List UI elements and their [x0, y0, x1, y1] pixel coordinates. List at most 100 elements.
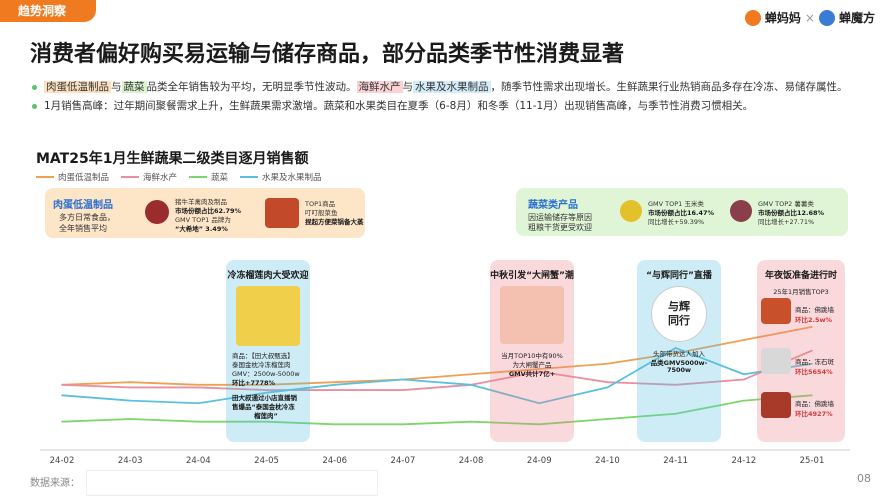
point-veg-11	[811, 394, 813, 397]
bullet-1-text-3: 与	[402, 81, 414, 93]
legend-meat-label: 肉蛋低温制品	[58, 173, 110, 183]
point-meat-8	[606, 362, 609, 365]
sweet-potato-icon	[730, 200, 752, 222]
durian-line-6: 售爆品“泰国金枕冷冻	[232, 403, 295, 411]
veg-p1-line-1: GMV TOP1 玉米类	[648, 200, 704, 208]
point-seafood-1	[129, 386, 131, 389]
point-veg-5	[402, 423, 404, 426]
highlight-fruit: 水果及水果制品	[413, 81, 491, 93]
point-fruit-1	[129, 399, 131, 402]
highlight-meat: 肉蛋低温制品	[44, 81, 111, 93]
crab-line-2: 为大闸蟹产品	[512, 361, 552, 369]
data-source-redacted	[86, 470, 378, 496]
veg-p1-line-2: 市场份额占比16.47%	[648, 209, 715, 217]
point-fruit-3	[265, 391, 268, 394]
yuhui-logo: 与辉同行	[651, 286, 707, 342]
newyear-item-2-a: 商品：冻石斑	[795, 358, 834, 366]
crab-line-1: 当月TOP10中有90%	[501, 352, 563, 360]
point-veg-1	[129, 418, 131, 420]
data-source-label: 数据来源：	[30, 478, 80, 489]
newyear-item-2-image	[761, 348, 791, 374]
point-fruit-2	[197, 402, 200, 405]
point-seafood-4	[333, 389, 336, 391]
logo-separator: ×	[804, 10, 815, 25]
point-fruit-7	[538, 402, 541, 405]
legend-veg-label: 蔬菜	[211, 173, 229, 183]
bullet-1-text-2: 品类全年销售较为平均，无明显季节性波动。	[146, 81, 357, 93]
bullet-1-text-4: ，随季节性需求出现增长。生鲜蔬果行业热销商品多存在冷冻、易储存属性。	[490, 81, 848, 93]
point-veg-8	[606, 418, 609, 420]
page-number: 08	[857, 472, 871, 485]
chart-title: MAT25年1月生鲜蔬果二级类目逐月销售额	[36, 151, 309, 167]
veg-p2-line-2: 市场份额占比12.68%	[758, 209, 825, 217]
corn-icon	[620, 200, 642, 222]
durian-column-head: 冷冻榴莲肉大受欢迎	[227, 271, 309, 281]
chart-legend: 肉蛋低温制品 海鲜水产 蔬菜 水果及水果制品	[36, 171, 322, 183]
veg-p1-line-3: 同比增长+59.39%	[648, 218, 705, 226]
yuhui-highlight-column: “与辉同行”直播 与辉同行 头部带货达人加入 品类GMV5000w- 7500w	[637, 260, 721, 442]
point-fruit-11	[811, 362, 813, 365]
point-meat-10	[743, 339, 745, 341]
insight-bullets: 肉蛋低温制品与蔬菜 品类全年销售较为平均，无明显季节性波动。 海鲜水产与水果及水果制…	[32, 78, 862, 116]
crab-line-3: GMV共计7亿+	[508, 370, 556, 378]
logo-chanmama-text: 蝉妈妈	[764, 11, 801, 25]
section-tag: 趋势洞察	[0, 0, 96, 22]
point-meat-6	[470, 373, 472, 376]
point-veg-0	[61, 420, 63, 423]
newyear-item-3-image	[761, 392, 791, 418]
chanmama-logo-icon	[744, 9, 761, 26]
series-line-seafood	[61, 349, 813, 391]
veg-p2-line-3: 同比增长+27.71%	[758, 218, 815, 226]
point-veg-3	[265, 420, 268, 423]
newyear-item-3-a: 商品：佛跳墙	[795, 400, 834, 408]
durian-line-3: GMV：2500w-5000w	[232, 370, 300, 378]
bullet-2: 1月销售高峰：过年期间聚餐需求上升，生鲜蔬果需求激增。蔬菜和水果类目在夏季（6-…	[32, 97, 862, 116]
meat-card-desc-1: 多方日常食品，	[59, 213, 115, 222]
yuhui-line-1: 头部带货达人加入	[653, 350, 705, 358]
point-seafood-7	[538, 370, 541, 373]
durian-highlight-column: 冷冻榴莲肉大受欢迎 商品：【田大叔甄选】 泰国金枕冷冻榴莲肉 GMV：2500w…	[226, 260, 310, 442]
point-meat-3	[265, 384, 268, 386]
yuhui-logo-text: 与辉同行	[668, 300, 690, 327]
meat-p2-line-2: 叮叮般菜鱼	[305, 209, 338, 217]
meat-card-head: 肉蛋低温制品	[53, 200, 113, 211]
meat-card-desc-2: 全年销售平均	[59, 224, 107, 233]
veg-p2-line-1: GMV TOP2 薯薯类	[758, 200, 814, 208]
legend-seafood: 海鲜水产	[121, 171, 177, 183]
bullet-1-text-1: 与	[111, 81, 122, 93]
highlight-seafood: 海鲜水产	[356, 81, 403, 93]
point-meat-9	[674, 352, 677, 355]
point-fruit-0	[61, 394, 63, 397]
crab-column-head: 中秋引发“大闸蟹”潮	[490, 271, 574, 281]
veg-card: 蔬菜类产品 因运输储存等原因 粗粮干货更受欢迎 GMV TOP1 玉米类 市场份…	[516, 188, 848, 236]
series-line-meat	[61, 325, 813, 386]
yuhui-line-3: 7500w	[666, 366, 692, 374]
point-seafood-11	[811, 349, 813, 352]
chanmofang-logo-icon	[818, 9, 835, 26]
point-fruit-10	[743, 373, 745, 376]
point-fruit-6	[470, 384, 472, 386]
newyear-item-2-b: 环比5654%	[795, 368, 833, 376]
durian-line-2: 泰国金枕冷冻榴莲肉	[232, 361, 291, 369]
point-veg-6	[470, 420, 472, 423]
legend-fruit: 水果及水果制品	[240, 171, 322, 183]
legend-meat: 肉蛋低温制品	[36, 171, 109, 183]
highlight-veg: 蔬菜	[121, 81, 147, 93]
meat-p2-line-3: 捏起方便菜锅备大蒸	[305, 218, 364, 226]
legend-fruit-label: 水果及水果制品	[262, 173, 322, 183]
legend-seafood-label: 海鲜水产	[143, 173, 178, 183]
durian-line-4: 环比+7778%	[232, 379, 276, 387]
point-veg-4	[333, 423, 336, 426]
point-seafood-10	[743, 378, 745, 381]
point-seafood-2	[197, 386, 200, 389]
durian-line-7: 榴莲肉”	[254, 412, 278, 420]
point-seafood-9	[674, 384, 677, 386]
legend-veg: 蔬菜	[189, 171, 228, 183]
newyear-item-1-image	[761, 298, 791, 324]
bullet-1: 肉蛋低温制品与蔬菜 品类全年销售较为平均，无明显季节性波动。 海鲜水产与水果及水果制…	[32, 78, 862, 97]
meat-product-icon	[145, 200, 169, 224]
newyear-item-3-b: 环比4927%	[795, 410, 833, 418]
newyear-item-1-b: 环比2.5w%	[795, 316, 833, 324]
meat-card: 肉蛋低温制品 多方日常食品， 全年销售平均 猪牛羊禽肉及制品 市场份额占比62.…	[45, 188, 365, 238]
meat-top1-product-image	[265, 198, 299, 228]
